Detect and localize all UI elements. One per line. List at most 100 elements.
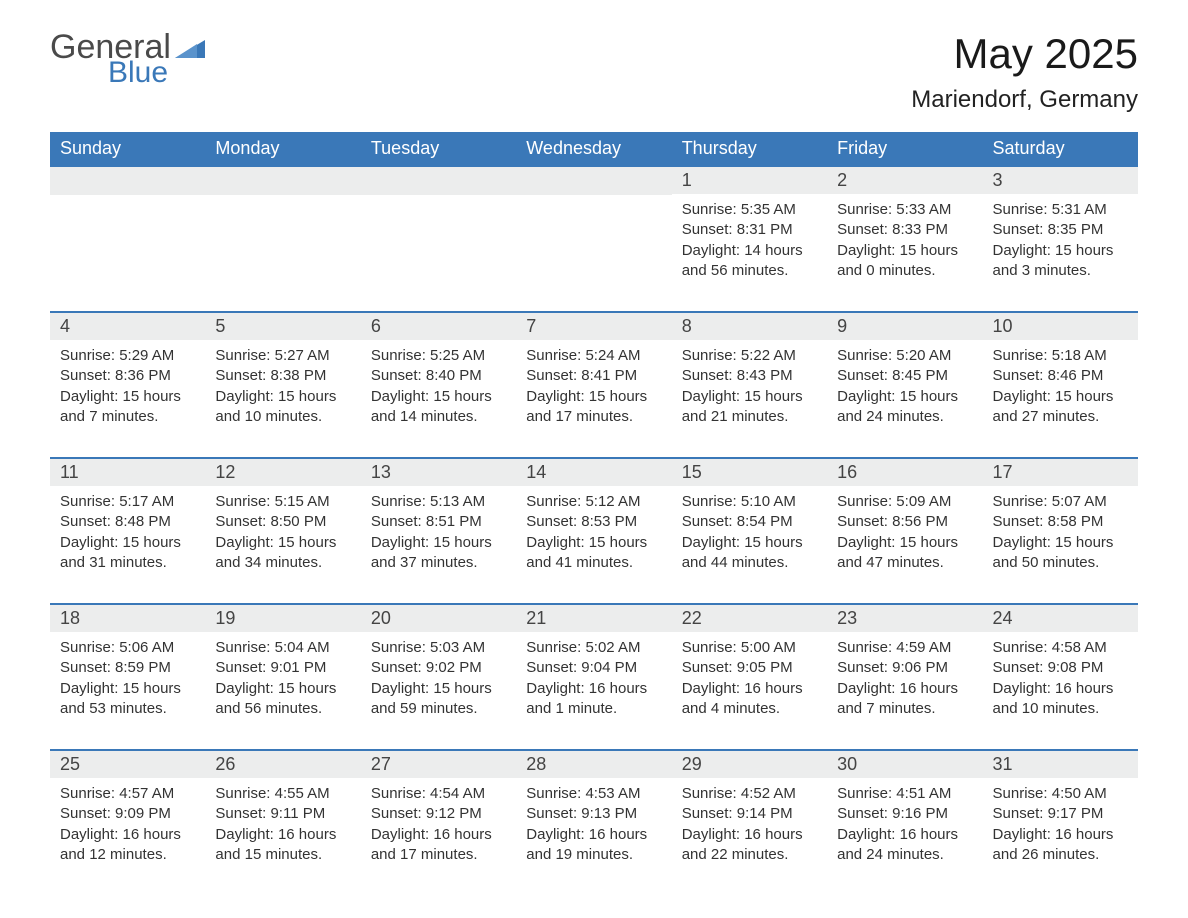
day-cell: 8Sunrise: 5:22 AMSunset: 8:43 PMDaylight… (672, 312, 827, 458)
sunset-text: Sunset: 8:31 PM (682, 220, 817, 240)
day-number: 13 (361, 459, 516, 486)
day-cell: 14Sunrise: 5:12 AMSunset: 8:53 PMDayligh… (516, 458, 671, 604)
day-details: Sunrise: 4:54 AMSunset: 9:12 PMDaylight:… (361, 778, 516, 865)
daylight-text: Daylight: 16 hours and 15 minutes. (215, 825, 350, 866)
day-details: Sunrise: 5:15 AMSunset: 8:50 PMDaylight:… (205, 486, 360, 573)
day-number: 31 (983, 751, 1138, 778)
sunrise-text: Sunrise: 4:57 AM (60, 784, 195, 804)
day-details: Sunrise: 4:59 AMSunset: 9:06 PMDaylight:… (827, 632, 982, 719)
day-number: 22 (672, 605, 827, 632)
sunrise-text: Sunrise: 4:53 AM (526, 784, 661, 804)
week-row: 25Sunrise: 4:57 AMSunset: 9:09 PMDayligh… (50, 750, 1138, 895)
daylight-text: Daylight: 15 hours and 14 minutes. (371, 387, 506, 428)
day-details: Sunrise: 5:00 AMSunset: 9:05 PMDaylight:… (672, 632, 827, 719)
sunset-text: Sunset: 8:41 PM (526, 366, 661, 386)
day-cell: 13Sunrise: 5:13 AMSunset: 8:51 PMDayligh… (361, 458, 516, 604)
sunrise-text: Sunrise: 5:10 AM (682, 492, 817, 512)
day-number: 16 (827, 459, 982, 486)
daylight-text: Daylight: 15 hours and 24 minutes. (837, 387, 972, 428)
sunset-text: Sunset: 9:06 PM (837, 658, 972, 678)
empty-day (50, 167, 205, 195)
logo-line2: Blue (108, 58, 171, 88)
day-cell: 24Sunrise: 4:58 AMSunset: 9:08 PMDayligh… (983, 604, 1138, 750)
day-number: 5 (205, 313, 360, 340)
day-cell: 6Sunrise: 5:25 AMSunset: 8:40 PMDaylight… (361, 312, 516, 458)
day-number: 12 (205, 459, 360, 486)
daylight-text: Daylight: 15 hours and 21 minutes. (682, 387, 817, 428)
daylight-text: Daylight: 16 hours and 26 minutes. (993, 825, 1128, 866)
sunrise-text: Sunrise: 5:20 AM (837, 346, 972, 366)
sunset-text: Sunset: 8:51 PM (371, 512, 506, 532)
day-number: 15 (672, 459, 827, 486)
week-row: 4Sunrise: 5:29 AMSunset: 8:36 PMDaylight… (50, 312, 1138, 458)
day-details: Sunrise: 5:33 AMSunset: 8:33 PMDaylight:… (827, 194, 982, 281)
day-cell (516, 166, 671, 312)
week-row: 1Sunrise: 5:35 AMSunset: 8:31 PMDaylight… (50, 166, 1138, 312)
sunset-text: Sunset: 8:58 PM (993, 512, 1128, 532)
day-cell: 29Sunrise: 4:52 AMSunset: 9:14 PMDayligh… (672, 750, 827, 895)
logo: General Blue (50, 30, 205, 88)
day-details: Sunrise: 5:13 AMSunset: 8:51 PMDaylight:… (361, 486, 516, 573)
sunrise-text: Sunrise: 5:22 AM (682, 346, 817, 366)
sunrise-text: Sunrise: 4:51 AM (837, 784, 972, 804)
daylight-text: Daylight: 15 hours and 31 minutes. (60, 533, 195, 574)
daylight-text: Daylight: 16 hours and 10 minutes. (993, 679, 1128, 720)
day-header-row: SundayMondayTuesdayWednesdayThursdayFrid… (50, 132, 1138, 166)
sunset-text: Sunset: 9:08 PM (993, 658, 1128, 678)
daylight-text: Daylight: 16 hours and 22 minutes. (682, 825, 817, 866)
day-cell: 21Sunrise: 5:02 AMSunset: 9:04 PMDayligh… (516, 604, 671, 750)
sunrise-text: Sunrise: 5:27 AM (215, 346, 350, 366)
daylight-text: Daylight: 15 hours and 53 minutes. (60, 679, 195, 720)
sunset-text: Sunset: 8:48 PM (60, 512, 195, 532)
sunrise-text: Sunrise: 5:15 AM (215, 492, 350, 512)
sunrise-text: Sunrise: 4:52 AM (682, 784, 817, 804)
sunrise-text: Sunrise: 5:07 AM (993, 492, 1128, 512)
daylight-text: Daylight: 15 hours and 17 minutes. (526, 387, 661, 428)
day-details: Sunrise: 5:22 AMSunset: 8:43 PMDaylight:… (672, 340, 827, 427)
sunrise-text: Sunrise: 5:35 AM (682, 200, 817, 220)
daylight-text: Daylight: 16 hours and 4 minutes. (682, 679, 817, 720)
week-row: 18Sunrise: 5:06 AMSunset: 8:59 PMDayligh… (50, 604, 1138, 750)
day-cell (361, 166, 516, 312)
sunset-text: Sunset: 8:56 PM (837, 512, 972, 532)
day-cell: 28Sunrise: 4:53 AMSunset: 9:13 PMDayligh… (516, 750, 671, 895)
sunset-text: Sunset: 8:54 PM (682, 512, 817, 532)
day-header-monday: Monday (205, 132, 360, 166)
sunset-text: Sunset: 8:43 PM (682, 366, 817, 386)
day-cell: 9Sunrise: 5:20 AMSunset: 8:45 PMDaylight… (827, 312, 982, 458)
day-cell: 26Sunrise: 4:55 AMSunset: 9:11 PMDayligh… (205, 750, 360, 895)
day-number: 6 (361, 313, 516, 340)
day-header-friday: Friday (827, 132, 982, 166)
day-header-saturday: Saturday (983, 132, 1138, 166)
day-cell: 3Sunrise: 5:31 AMSunset: 8:35 PMDaylight… (983, 166, 1138, 312)
day-number: 11 (50, 459, 205, 486)
day-details: Sunrise: 4:52 AMSunset: 9:14 PMDaylight:… (672, 778, 827, 865)
daylight-text: Daylight: 16 hours and 12 minutes. (60, 825, 195, 866)
day-number: 8 (672, 313, 827, 340)
calendar-table: SundayMondayTuesdayWednesdayThursdayFrid… (50, 132, 1138, 895)
day-details: Sunrise: 5:31 AMSunset: 8:35 PMDaylight:… (983, 194, 1138, 281)
sunset-text: Sunset: 8:50 PM (215, 512, 350, 532)
day-number: 10 (983, 313, 1138, 340)
logo-text: General Blue (50, 30, 171, 88)
sunrise-text: Sunrise: 4:50 AM (993, 784, 1128, 804)
day-number: 24 (983, 605, 1138, 632)
sunset-text: Sunset: 8:36 PM (60, 366, 195, 386)
day-cell (50, 166, 205, 312)
sunrise-text: Sunrise: 5:09 AM (837, 492, 972, 512)
month-title: May 2025 (911, 30, 1138, 78)
day-details: Sunrise: 4:50 AMSunset: 9:17 PMDaylight:… (983, 778, 1138, 865)
day-number: 21 (516, 605, 671, 632)
sunset-text: Sunset: 9:17 PM (993, 804, 1128, 824)
sunset-text: Sunset: 8:45 PM (837, 366, 972, 386)
sunrise-text: Sunrise: 5:25 AM (371, 346, 506, 366)
daylight-text: Daylight: 15 hours and 3 minutes. (993, 241, 1128, 282)
day-cell: 27Sunrise: 4:54 AMSunset: 9:12 PMDayligh… (361, 750, 516, 895)
day-cell: 10Sunrise: 5:18 AMSunset: 8:46 PMDayligh… (983, 312, 1138, 458)
day-details: Sunrise: 5:35 AMSunset: 8:31 PMDaylight:… (672, 194, 827, 281)
daylight-text: Daylight: 16 hours and 1 minute. (526, 679, 661, 720)
day-cell: 23Sunrise: 4:59 AMSunset: 9:06 PMDayligh… (827, 604, 982, 750)
day-details: Sunrise: 5:10 AMSunset: 8:54 PMDaylight:… (672, 486, 827, 573)
sunset-text: Sunset: 9:09 PM (60, 804, 195, 824)
day-header-tuesday: Tuesday (361, 132, 516, 166)
